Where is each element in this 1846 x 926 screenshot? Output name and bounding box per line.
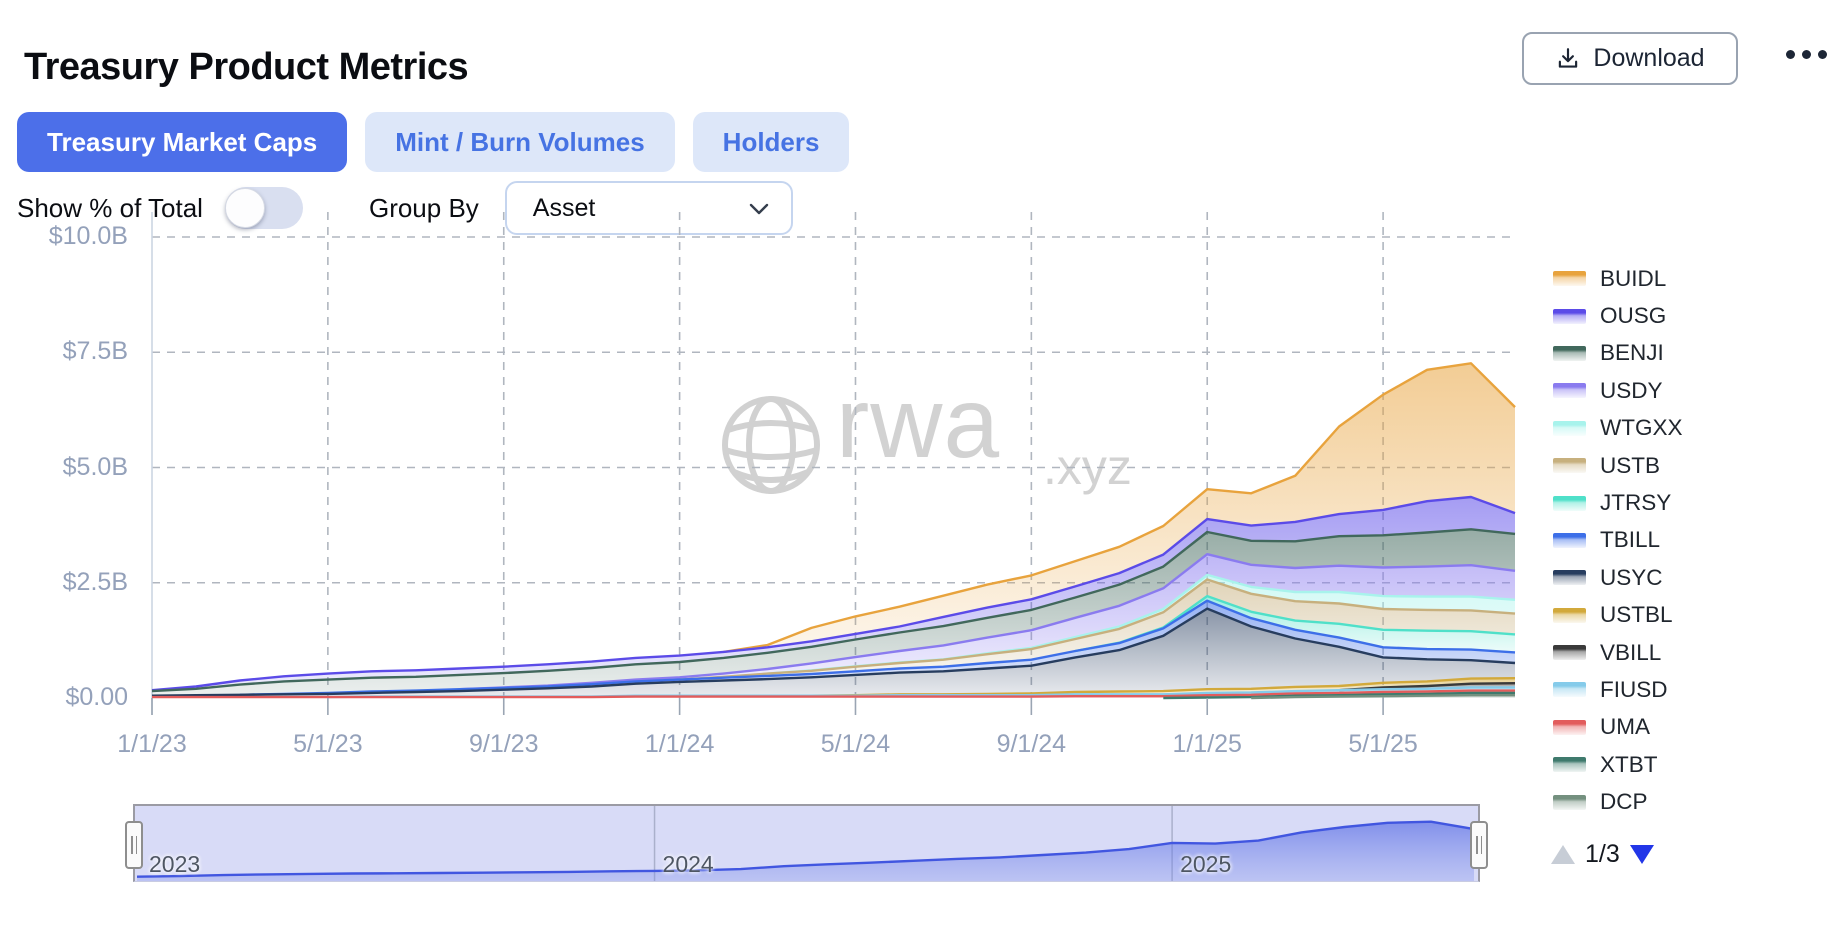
x-axis-tick-label: 9/1/23 — [468, 730, 539, 758]
download-label: Download — [1593, 44, 1705, 72]
legend-label: USDY — [1600, 377, 1663, 403]
legend-pagination: 1/3 — [1551, 840, 1654, 869]
legend-label: WTGXX — [1600, 415, 1683, 441]
legend-item-usdy[interactable]: USDY — [1553, 372, 1683, 409]
legend-swatch — [1553, 458, 1586, 474]
tab-mint-burn-volumes[interactable]: Mint / Burn Volumes — [365, 112, 675, 172]
y-axis-tick-label: $0.00 — [65, 683, 128, 711]
toggle-knob — [224, 188, 265, 228]
legend-item-dcp[interactable]: DCP — [1553, 783, 1683, 820]
legend-label: USTBL — [1600, 602, 1673, 628]
legend-swatch — [1553, 645, 1586, 661]
legend-swatch — [1553, 345, 1586, 361]
legend-swatch — [1553, 271, 1586, 287]
legend-item-tbill[interactable]: TBILL — [1553, 522, 1683, 559]
legend-swatch — [1553, 719, 1586, 735]
legend-item-jtrsy[interactable]: JTRSY — [1553, 484, 1683, 521]
navigator-year-label: 2025 — [1180, 851, 1232, 877]
legend-swatch — [1553, 607, 1586, 623]
chart-controls: Show % of Total Group By Asset — [17, 180, 793, 236]
legend-label: OUSG — [1600, 303, 1667, 329]
group-by-label: Group By — [368, 192, 479, 223]
legend-item-xtbt[interactable]: XTBT — [1553, 746, 1683, 783]
x-axis-tick-label: 5/1/24 — [820, 730, 891, 758]
tab-treasury-market-caps[interactable]: Treasury Market Caps — [17, 112, 348, 172]
group-by-value: Asset — [532, 193, 596, 222]
legend-swatch — [1553, 757, 1586, 773]
x-axis-tick-label: 1/1/25 — [1172, 730, 1242, 758]
legend-label: JTRSY — [1600, 490, 1672, 516]
watermark-text: rwa — [836, 367, 1001, 479]
more-options-icon[interactable] — [1786, 50, 1827, 59]
legend-item-fiusd[interactable]: FIUSD — [1553, 671, 1683, 708]
legend-item-wtgxx[interactable]: WTGXX — [1553, 410, 1683, 447]
chevron-down-icon — [749, 203, 768, 215]
legend-label: BENJI — [1600, 340, 1664, 366]
y-axis-tick-label: $10.0B — [48, 222, 128, 250]
legend-label: USYC — [1600, 564, 1663, 590]
legend-page-indicator: 1/3 — [1585, 840, 1620, 868]
legend-swatch — [1553, 420, 1586, 436]
y-axis-tick-label: $5.0B — [62, 452, 128, 481]
navigator-right-handle[interactable] — [1470, 821, 1488, 869]
legend-swatch — [1553, 383, 1586, 399]
legend-label: VBILL — [1600, 639, 1662, 665]
legend-item-ustb[interactable]: USTB — [1553, 447, 1683, 484]
globe-icon — [722, 396, 820, 494]
legend-label: UMA — [1600, 714, 1650, 740]
legend-swatch — [1553, 794, 1586, 810]
legend-item-ustbl[interactable]: USTBL — [1553, 597, 1683, 634]
legend-page-down-icon[interactable] — [1629, 845, 1654, 864]
x-axis-tick-label: 9/1/24 — [996, 730, 1067, 758]
legend-swatch — [1553, 682, 1586, 698]
download-icon — [1559, 47, 1578, 68]
legend-swatch — [1553, 532, 1586, 548]
x-axis-tick-label: 5/1/25 — [1348, 730, 1418, 758]
navigator-left-handle[interactable] — [125, 821, 143, 869]
time-range-navigator[interactable]: 2023 2024 2025 — [125, 804, 1488, 882]
x-axis-tick-label: 1/1/23 — [117, 730, 187, 758]
legend-swatch — [1553, 495, 1586, 511]
download-button[interactable]: Download — [1522, 32, 1738, 85]
x-axis-tick-label: 1/1/24 — [644, 730, 715, 758]
chart-plot[interactable] — [150, 198, 1518, 720]
legend-item-uma[interactable]: UMA — [1553, 709, 1683, 746]
legend-page-up-icon[interactable] — [1551, 845, 1575, 864]
y-axis-tick-label: $2.5B — [62, 567, 128, 596]
x-axis-tick-label: 5/1/23 — [293, 730, 363, 758]
legend-item-vbill[interactable]: VBILL — [1553, 634, 1683, 671]
legend-label: USTB — [1600, 452, 1661, 478]
tabs: Treasury Market Caps Mint / Burn Volumes… — [17, 112, 850, 172]
legend-swatch — [1553, 308, 1586, 324]
legend: BUIDL OUSG BENJI USDY WTGXX USTB JTRSY TBILL USY… — [1553, 260, 1683, 821]
legend-label: XTBT — [1600, 751, 1658, 777]
legend-label: TBILL — [1600, 527, 1661, 553]
navigator-area-chart — [136, 806, 1475, 881]
show-percent-toggle[interactable] — [224, 187, 303, 229]
y-axis-tick-label: $7.5B — [62, 337, 128, 366]
tab-holders[interactable]: Holders — [692, 112, 850, 172]
legend-label: DCP — [1600, 789, 1648, 815]
legend-label: FIUSD — [1600, 676, 1668, 702]
navigator-year-label: 2023 — [149, 851, 201, 877]
legend-item-benji[interactable]: BENJI — [1553, 335, 1683, 372]
legend-swatch — [1553, 570, 1586, 586]
legend-label: BUIDL — [1600, 265, 1667, 291]
legend-item-usyc[interactable]: USYC — [1553, 559, 1683, 596]
page-title: Treasury Product Metrics — [24, 46, 469, 88]
legend-item-buidl[interactable]: BUIDL — [1553, 260, 1683, 297]
group-by-dropdown[interactable]: Asset — [504, 181, 793, 235]
legend-item-ousg[interactable]: OUSG — [1553, 297, 1683, 334]
show-percent-label: Show % of Total — [17, 192, 203, 223]
navigator-year-label: 2024 — [662, 851, 714, 877]
